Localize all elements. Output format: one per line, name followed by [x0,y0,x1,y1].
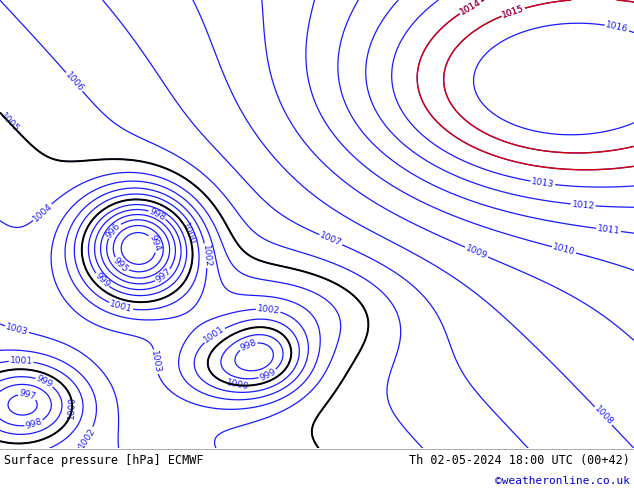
Text: 1007: 1007 [318,231,343,248]
Text: 1006: 1006 [63,70,85,94]
Text: 1000: 1000 [225,378,250,392]
Text: 998: 998 [148,206,167,222]
Text: 1000: 1000 [180,222,197,246]
Text: 1015: 1015 [501,4,526,20]
Text: 997: 997 [18,389,37,402]
Text: 1009: 1009 [464,244,489,261]
Text: 1002: 1002 [256,304,280,316]
Text: 1002: 1002 [77,425,97,450]
Text: 1011: 1011 [597,224,621,236]
Text: 1003: 1003 [4,322,29,337]
Text: Th 02-05-2024 18:00 UTC (00+42): Th 02-05-2024 18:00 UTC (00+42) [409,454,630,466]
Text: 1010: 1010 [552,243,576,257]
Text: 1008: 1008 [592,405,614,427]
Text: 999: 999 [93,271,111,290]
Text: 994: 994 [147,233,162,253]
Text: 999: 999 [35,374,54,390]
Text: ©weatheronline.co.uk: ©weatheronline.co.uk [495,476,630,486]
Text: 995: 995 [112,256,130,274]
Text: 1001: 1001 [202,324,226,345]
Text: 998: 998 [24,417,44,431]
Text: 1013: 1013 [531,177,555,189]
Text: 1002: 1002 [201,244,212,268]
Text: 1016: 1016 [605,21,630,34]
Text: 1003: 1003 [149,350,162,374]
Text: 999: 999 [258,367,278,382]
Text: 1001: 1001 [10,356,33,366]
Text: 1014: 1014 [458,0,482,17]
Text: 1012: 1012 [571,199,595,210]
Text: 998: 998 [238,338,258,353]
Text: 1000: 1000 [67,395,77,418]
Text: Surface pressure [hPa] ECMWF: Surface pressure [hPa] ECMWF [4,454,204,466]
Text: 1005: 1005 [0,111,20,134]
Text: 1015: 1015 [501,4,526,20]
Text: 1004: 1004 [31,201,54,223]
Text: 1014: 1014 [458,0,482,17]
Text: 996: 996 [105,221,122,240]
Text: 997: 997 [153,267,173,285]
Text: 1001: 1001 [108,299,133,314]
